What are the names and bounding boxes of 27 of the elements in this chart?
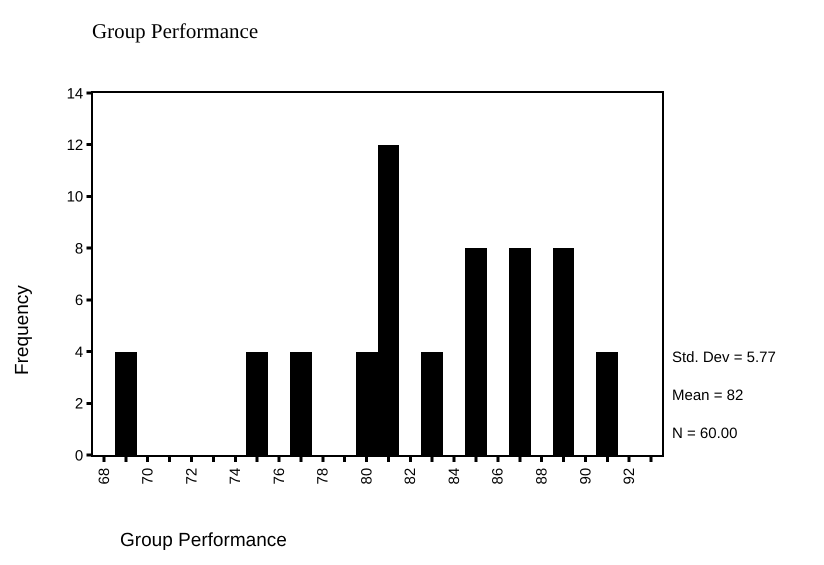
x-tick-label: 74 [227,468,244,484]
y-tick-label: 10 [66,188,84,206]
x-tick-label: 68 [96,468,113,484]
x-tick-label: 80 [358,468,376,484]
text: N = 60.00 [672,425,738,442]
x-tick-label: 70 [140,468,157,484]
x-tick-label: 82 [402,468,420,484]
x-tick-label: 88 [534,468,551,484]
x-tick-label: 86 [490,468,507,484]
y-tick-label: 0 [74,447,84,464]
y-tick-label: 6 [74,292,84,310]
x-tick-label: 84 [446,468,463,484]
y-tick-label: 12 [66,136,84,154]
x-tick-label: 76 [270,468,288,484]
text: Std. Dev = 5.77 [672,349,776,366]
x-tick-label: 90 [577,468,594,484]
x-tick-label: 92 [621,468,638,484]
y-axis-title: Frequency [12,284,33,375]
x-axis-title: Group Performance [120,530,287,551]
y-tick-label: 8 [74,240,84,258]
x-tick-label: 72 [183,468,200,484]
chart-title: Group Performance [92,19,258,43]
y-tick-label: 2 [74,396,84,413]
x-tick-label: 78 [314,468,332,484]
text: Mean = 82 [672,387,744,404]
y-tick-label: 14 [66,85,84,102]
y-tick-label: 4 [74,344,84,361]
